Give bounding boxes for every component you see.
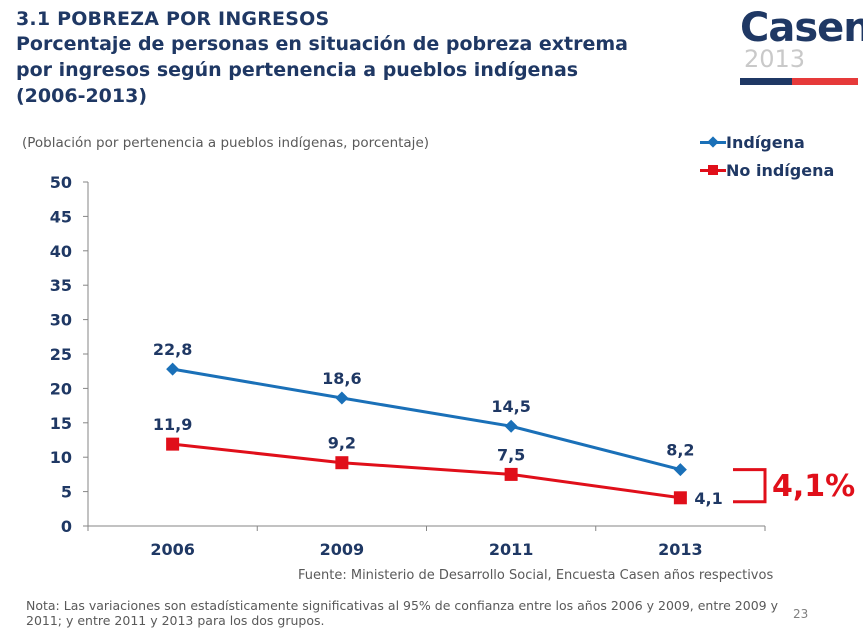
- logo-bar-red: [792, 78, 858, 85]
- source-note: Fuente: Ministerio de Desarrollo Social,…: [298, 568, 774, 583]
- data-label: 8,2: [666, 441, 694, 460]
- y-tick-label: 5: [61, 483, 72, 502]
- legend-label-no-indigena: No indígena: [726, 160, 835, 180]
- data-label: 11,9: [153, 415, 192, 434]
- x-tick-label: 2006: [150, 540, 195, 559]
- y-tick-label: 35: [50, 276, 72, 295]
- data-label: 14,5: [491, 397, 530, 416]
- data-label: 18,6: [322, 369, 361, 388]
- difference-bracket: [733, 468, 767, 504]
- logo-year: 2013: [744, 45, 806, 73]
- data-label: 22,8: [153, 340, 192, 359]
- data-point-no-indigena: [673, 491, 687, 505]
- chart-subtitle: (Población por pertenencia a pueblos ind…: [22, 135, 430, 151]
- data-label: 7,5: [497, 445, 525, 464]
- series-line-indigena: [172, 367, 681, 472]
- y-tick-label: 40: [50, 242, 72, 261]
- legend-swatch-indigena: [700, 134, 726, 150]
- chart-legend: Indígena No indígena: [700, 128, 834, 184]
- difference-annotation: 4,1%: [772, 469, 856, 504]
- y-tick-label: 15: [50, 414, 72, 433]
- data-label: 9,2: [328, 434, 356, 453]
- footnote: Nota: Las variaciones son estadísticamen…: [26, 598, 778, 628]
- y-tick-label: 0: [61, 517, 72, 536]
- legend-item-indigena: Indígena: [700, 128, 834, 156]
- y-tick-label: 10: [50, 448, 72, 467]
- section-title: 3.1 POBREZA POR INGRESOS: [16, 8, 330, 30]
- data-point-indigena: [673, 463, 687, 477]
- data-point-no-indigena: [335, 456, 349, 470]
- page-number: 23: [793, 607, 809, 621]
- data-label: 4,1: [694, 489, 722, 508]
- y-tick-label: 45: [50, 207, 72, 226]
- legend-swatch-no-indigena: [700, 162, 726, 178]
- y-tick-label: 20: [50, 379, 72, 398]
- legend-label-indigena: Indígena: [726, 132, 805, 152]
- data-point-indigena: [504, 419, 518, 433]
- logo-bar-blue: [740, 78, 792, 85]
- series-line-no-indigena: [172, 442, 681, 500]
- y-tick-label: 50: [50, 173, 72, 192]
- page-title: Porcentaje de personas en situación de p…: [16, 33, 628, 107]
- data-point-indigena: [335, 391, 349, 405]
- y-tick-label: 30: [50, 311, 72, 330]
- data-point-no-indigena: [504, 467, 518, 481]
- square-icon: [708, 165, 718, 175]
- x-tick-label: 2011: [489, 540, 534, 559]
- header: 3.1 POBREZA POR INGRESOS Porcentaje de p…: [16, 8, 716, 109]
- data-point-indigena: [166, 362, 180, 376]
- legend-item-no-indigena: No indígena: [700, 156, 834, 184]
- x-tick-label: 2009: [320, 540, 365, 559]
- data-point-no-indigena: [166, 437, 180, 451]
- y-tick-label: 25: [50, 345, 72, 364]
- logo-name: Casen: [740, 5, 863, 51]
- casen-logo: Casen 2013: [740, 5, 863, 86]
- x-tick-label: 2013: [658, 540, 703, 559]
